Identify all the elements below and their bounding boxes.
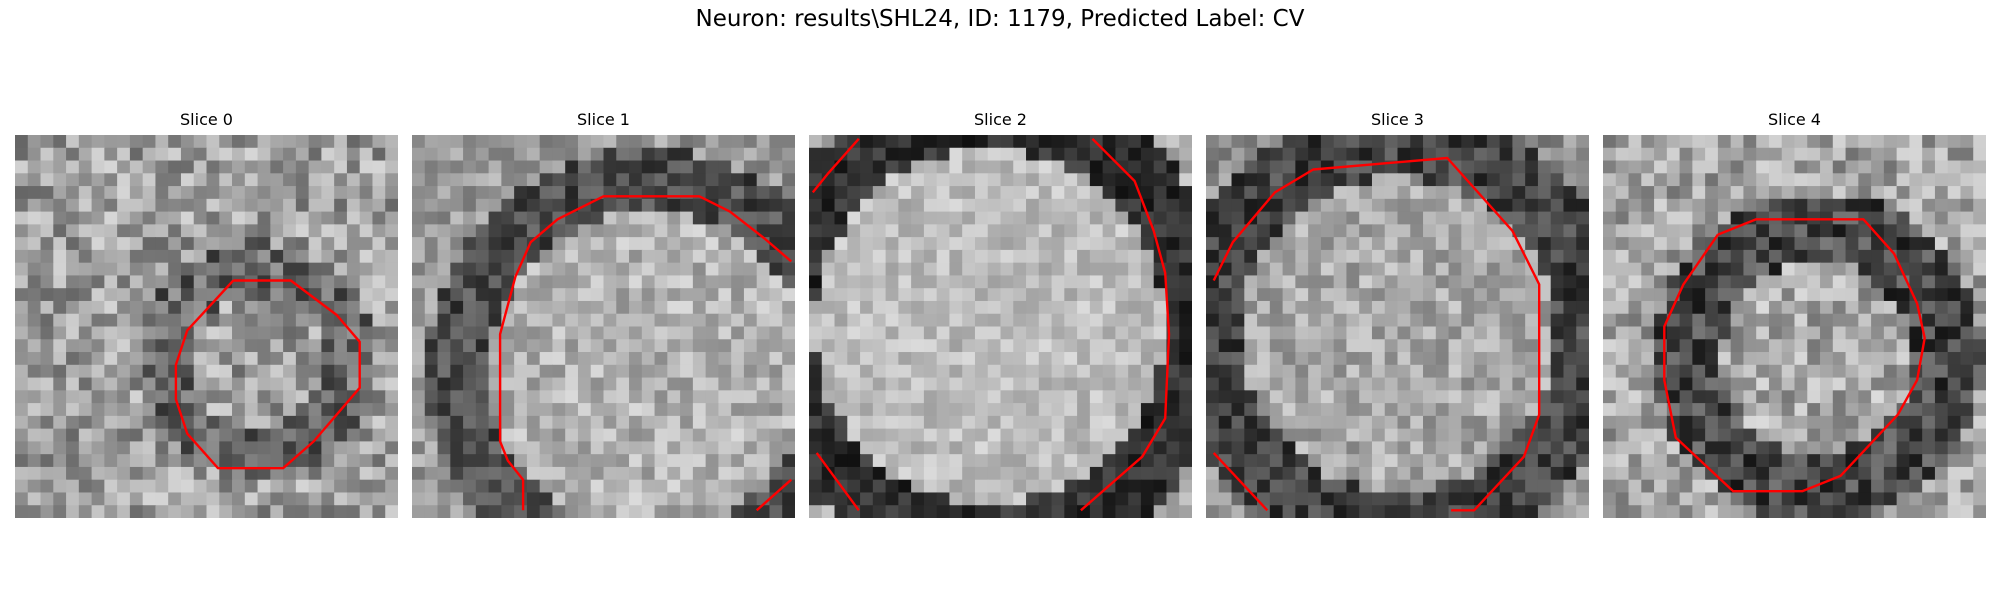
contour-line [815,452,860,512]
pixel-grid [809,135,1192,518]
slice-panel-4: Slice 4 [1603,105,1986,518]
pixel-grid [1206,135,1589,518]
slice-image [15,135,398,518]
slice-title: Slice 1 [577,110,630,129]
pixel-grid [15,135,398,518]
slice-image [809,135,1192,518]
contour-line [811,138,860,194]
slice-title: Slice 4 [1768,110,1821,129]
pixel-grid [412,135,795,518]
contour-line [755,478,792,512]
slice-image [1206,135,1589,518]
contour-line [1212,452,1269,512]
figure-title: Neuron: results\SHL24, ID: 1179, Predict… [695,6,1305,32]
contour-line [1080,137,1171,512]
contour-line [1663,218,1926,493]
slice-image [1603,135,1986,518]
contour-line [174,279,361,470]
slice-panel-2: Slice 2 [809,105,1192,518]
slice-title: Slice 2 [974,110,1027,129]
slice-panel-0: Slice 0 [15,105,398,518]
slice-image [412,135,795,518]
slice-panel-3: Slice 3 [1206,105,1589,518]
slice-title: Slice 0 [180,110,233,129]
contour-line [1212,156,1541,512]
slice-panel-1: Slice 1 [412,105,795,518]
pixel-grid [1603,135,1986,518]
contour-line [498,195,792,511]
slice-title: Slice 3 [1371,110,1424,129]
